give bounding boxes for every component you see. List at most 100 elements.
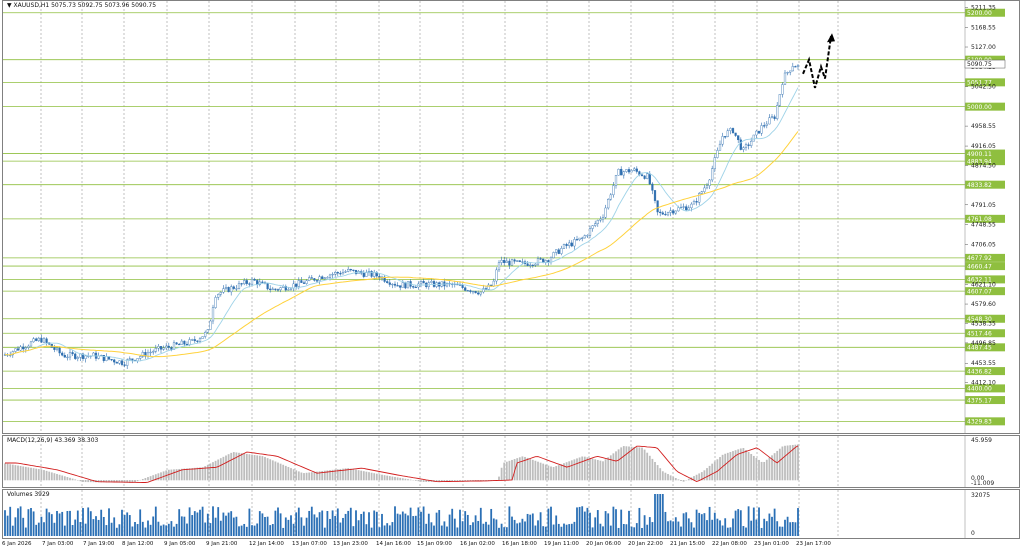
candle-body	[354, 269, 358, 274]
macd-histogram-bar	[295, 470, 298, 481]
candle-body	[230, 286, 233, 293]
volume-bar	[500, 523, 503, 536]
macd-histogram-bar	[321, 471, 324, 481]
candle-body	[539, 258, 542, 260]
price-chart-pane[interactable]: ▼ XAUUSD,H1 5075.73 5092.75 5073.96 5090…	[2, 0, 1020, 434]
volume-bar	[368, 512, 370, 536]
candle-body	[219, 292, 222, 295]
macd-histogram-bar	[219, 458, 222, 481]
macd-histogram-bar	[274, 461, 277, 481]
volume-bar	[773, 508, 776, 536]
macd-histogram-bar	[680, 480, 682, 481]
volume-bar	[287, 519, 290, 536]
candle-body	[193, 339, 196, 342]
time-axis-label: 23 Jan 01:00	[754, 541, 789, 547]
volume-bar	[121, 509, 123, 536]
macd-histogram-bar	[599, 460, 602, 481]
macd-histogram-bar	[511, 459, 513, 481]
macd-histogram-bar	[615, 451, 617, 481]
level-label-bg	[965, 396, 1005, 405]
volume-bar	[503, 527, 506, 536]
candle-body	[139, 356, 142, 359]
volume-bar	[724, 518, 727, 536]
macd-histogram-bar	[227, 454, 230, 481]
macd-histogram-bar	[256, 455, 259, 481]
price-tick-label: 4916.05	[971, 143, 996, 150]
candle-body	[105, 356, 108, 361]
macd-histogram-bar	[360, 470, 363, 481]
macd-histogram-bar	[170, 469, 173, 481]
macd-histogram-bar	[178, 468, 181, 481]
volume-bar	[214, 517, 217, 536]
level-label-bg	[965, 329, 1005, 338]
macd-pane[interactable]: MACD(12,26,9) 43.369 38.303 45.959 0.00 -1…	[2, 435, 1020, 488]
candle-body	[414, 286, 417, 289]
candle-body	[643, 175, 646, 179]
candle-body	[471, 290, 475, 293]
macd-histogram-bar	[531, 459, 534, 481]
volume-bar	[258, 511, 261, 536]
volume-bar	[178, 509, 181, 536]
candle-body	[110, 358, 113, 361]
candle-body	[248, 283, 251, 285]
macd-histogram-bar	[300, 472, 303, 481]
candle-body	[432, 281, 436, 287]
volume-bar	[508, 506, 511, 536]
macd-histogram-bar	[407, 479, 409, 481]
candle-body	[24, 347, 27, 350]
volumes-canvas[interactable]: 32075 0	[3, 490, 1019, 538]
macd-histogram-bar	[451, 480, 454, 482]
candle-body	[718, 143, 722, 151]
candle-body	[744, 144, 748, 148]
macd-histogram-bar	[591, 458, 594, 481]
macd-histogram-bar	[45, 470, 48, 481]
volume-bar	[334, 515, 337, 536]
volume-bar	[105, 525, 108, 536]
price-tick-label: 4453.55	[971, 360, 996, 367]
candle-body	[651, 183, 654, 191]
volume-bar	[682, 513, 685, 536]
macd-histogram-bar	[347, 468, 350, 481]
macd-histogram-bar	[30, 467, 32, 481]
macd-histogram-bar	[594, 459, 597, 481]
volume-bar	[789, 522, 792, 536]
candle-body	[318, 276, 321, 281]
candle-body	[206, 329, 209, 333]
candle-body	[79, 353, 82, 358]
macd-histogram-bar	[50, 472, 53, 481]
macd-histogram-bar	[789, 445, 792, 481]
volume-bar	[344, 513, 347, 536]
candle-body	[269, 288, 272, 290]
volume-bar	[490, 508, 493, 536]
macd-histogram-bar	[550, 466, 552, 481]
candle-body	[76, 357, 79, 359]
candle-body	[516, 260, 519, 262]
volume-bar	[768, 513, 771, 536]
candle-body	[386, 281, 389, 283]
macd-histogram-bar	[422, 480, 425, 482]
macd-histogram-bar	[183, 468, 186, 481]
volume-bar	[212, 506, 214, 536]
candle-body	[211, 307, 215, 322]
volume-bar	[609, 525, 612, 536]
volume-bar	[160, 525, 162, 536]
candle-body	[334, 272, 337, 275]
macd-histogram-bar	[674, 478, 677, 481]
volume-bar	[388, 525, 391, 536]
macd-histogram-bar	[643, 449, 646, 481]
volume-bar	[479, 507, 482, 536]
macd-canvas[interactable]: 45.959 0.00-11.009	[3, 436, 1019, 487]
level-label-bg	[965, 417, 1005, 426]
volume-bar	[152, 516, 155, 536]
level-label-bg	[965, 149, 1005, 158]
volume-bar	[50, 514, 53, 536]
volume-bar	[279, 513, 282, 536]
volumes-pane[interactable]: Volumes 3929 32075 0	[2, 489, 1020, 539]
volume-bar	[565, 524, 568, 536]
price-chart-canvas[interactable]: 5200.005100.005051.775000.004900.114883.…	[3, 1, 1019, 433]
macd-histogram-bar	[11, 464, 14, 481]
volume-bar	[453, 518, 456, 536]
volume-bar	[271, 524, 274, 536]
volume-bar	[27, 509, 30, 536]
candle-body	[274, 288, 277, 290]
